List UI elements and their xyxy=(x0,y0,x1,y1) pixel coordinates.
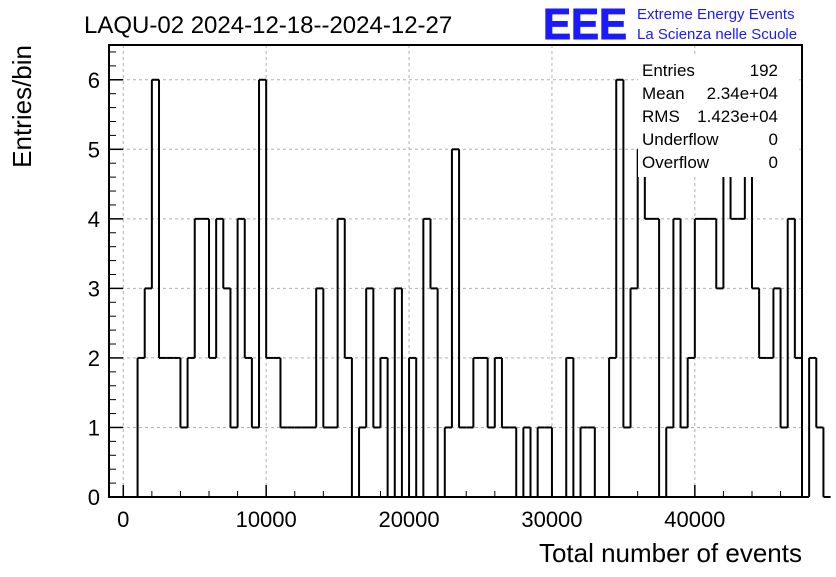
stat-value-underflow: 0 xyxy=(769,130,778,149)
x-axis-label: Total number of events xyxy=(539,538,802,568)
y-tick-label-3: 3 xyxy=(88,276,100,301)
logo-letters: EEE xyxy=(543,0,627,49)
eee-logo: EEE Extreme Energy Events La Scienza nel… xyxy=(543,0,798,50)
stat-value-mean: 2.34e+04 xyxy=(707,84,778,103)
plot-frame xyxy=(108,44,803,498)
x-tick-label-1: 10000 xyxy=(236,507,297,532)
y-tick-label-2: 2 xyxy=(88,346,100,371)
x-tick-label-0: 0 xyxy=(117,507,129,532)
stat-label-entries: Entries xyxy=(642,61,695,80)
logo-line1: Extreme Energy Events xyxy=(637,6,795,23)
stat-value-entries: 192 xyxy=(750,61,778,80)
y-tick-label-0: 0 xyxy=(88,485,100,510)
y-tick-label-4: 4 xyxy=(88,207,100,232)
stat-label-underflow: Underflow xyxy=(642,130,719,149)
x-tick-label-4: 40000 xyxy=(664,507,725,532)
y-axis-label: Entries/bin xyxy=(7,45,37,168)
stats-box: Entries 192 Mean 2.34e+04 RMS 1.423e+04 … xyxy=(638,55,798,177)
x-tick-label-2: 20000 xyxy=(378,507,439,532)
stat-label-rms: RMS xyxy=(642,107,680,126)
logo-line2: La Scienza nelle Scuole xyxy=(637,26,797,43)
y-tick-label-5: 5 xyxy=(88,137,100,162)
stats-background xyxy=(638,55,798,177)
stat-value-overflow: 0 xyxy=(769,153,778,172)
chart-title: LAQU-02 2024-12-18--2024-12-27 xyxy=(84,12,452,39)
axis-ticks: 0 10000 20000 30000 40000 0 1 2 3 4 5 6 xyxy=(88,51,782,532)
stat-value-rms: 1.423e+04 xyxy=(697,107,778,126)
y-tick-label-1: 1 xyxy=(88,415,100,440)
x-tick-label-3: 30000 xyxy=(521,507,582,532)
stat-label-mean: Mean xyxy=(642,84,685,103)
histogram-series xyxy=(136,78,831,498)
y-tick-label-6: 6 xyxy=(88,68,100,93)
stat-label-overflow: Overflow xyxy=(642,153,710,172)
